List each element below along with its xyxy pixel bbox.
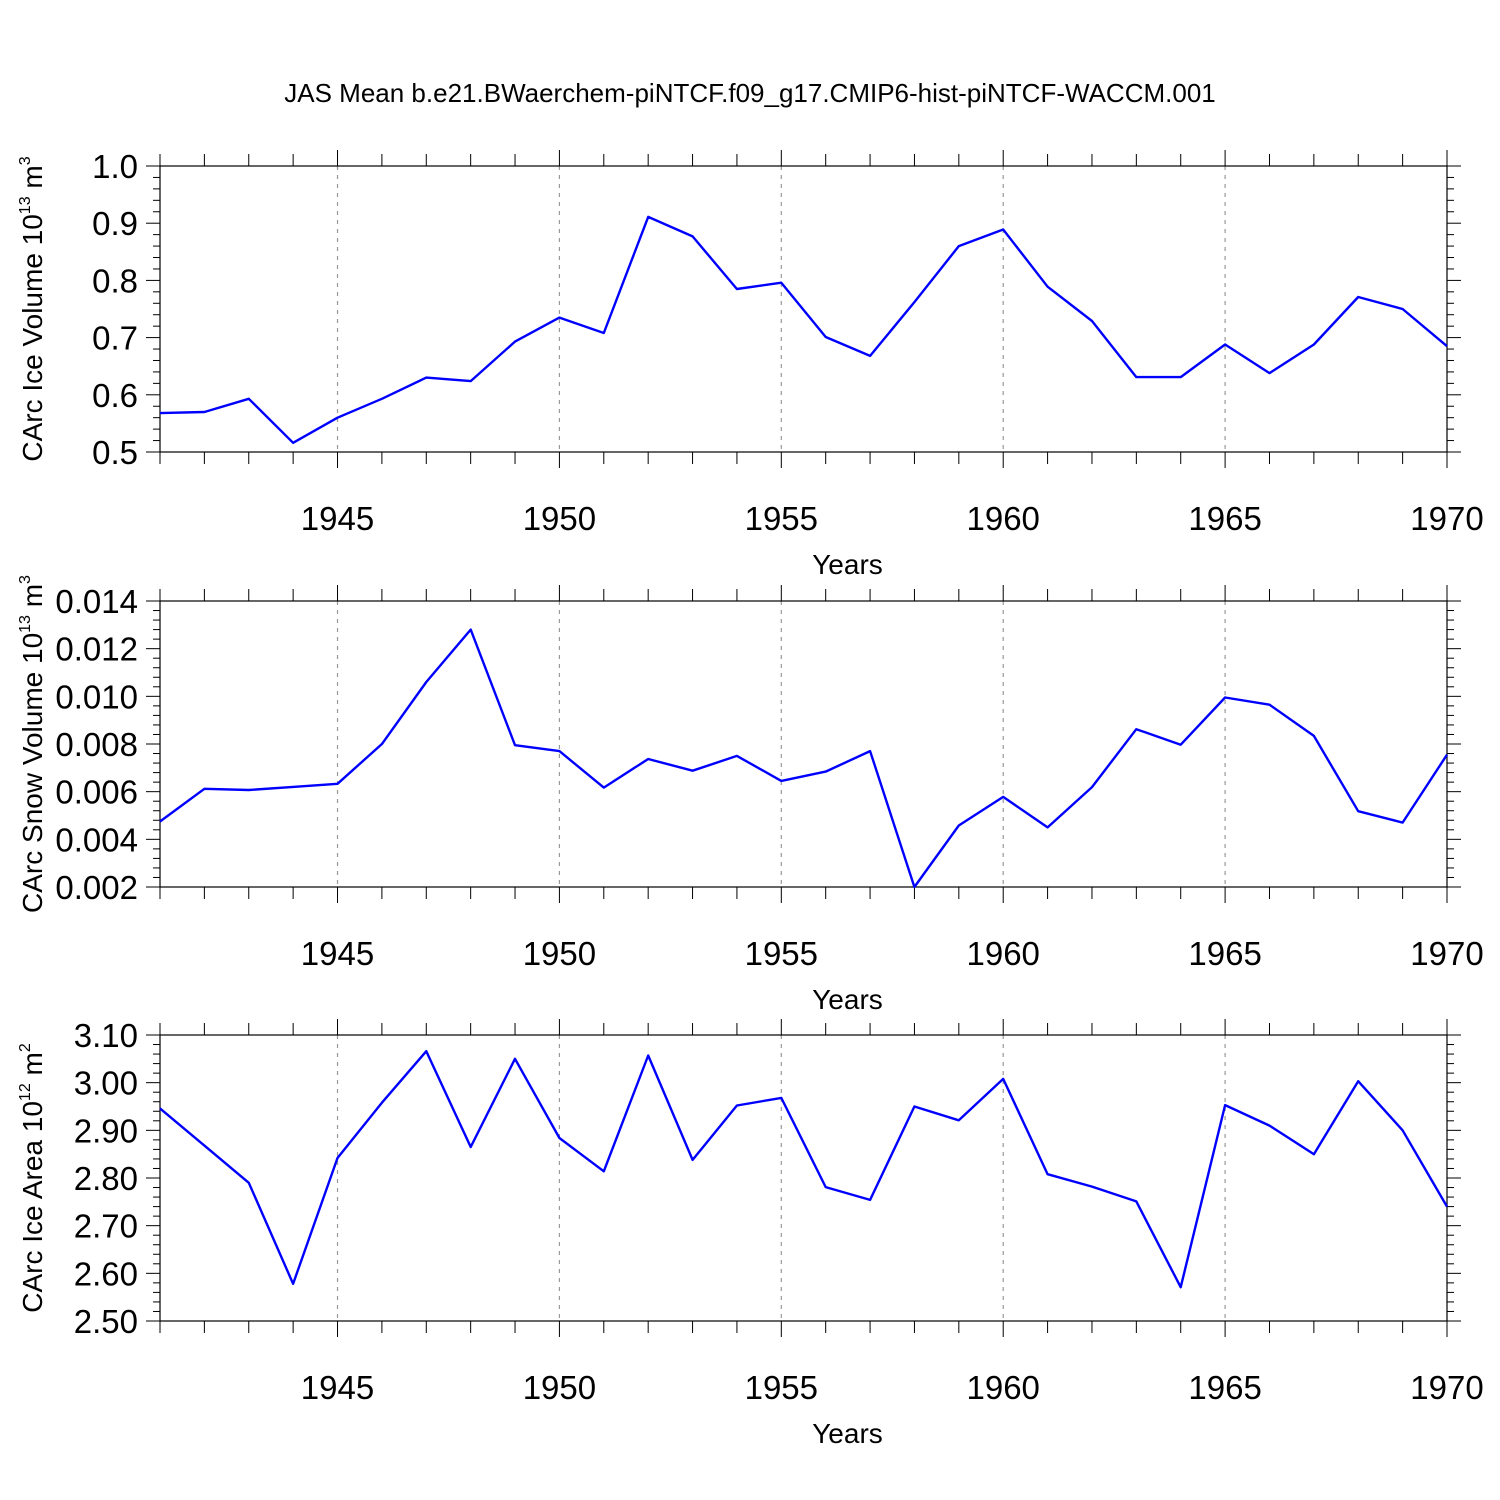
x-tick-label: 1965 (1188, 500, 1261, 537)
y-tick-label: 0.006 (55, 774, 138, 811)
x-axis-label: Years (812, 549, 883, 580)
y-tick-label: 2.60 (74, 1255, 138, 1292)
y-axis-label: CArc Ice Volume 1013 m3 (17, 156, 48, 461)
x-tick-label: 1945 (301, 1369, 374, 1406)
plot-frame (159, 165, 1448, 453)
x-tick-label: 1955 (745, 935, 818, 972)
panels: 0.5 0.6 0.7 0.8 0.9 1.0 1945 1950 1955 1960 1965 19… (17, 148, 1484, 1449)
y-tick-label: 0.6 (92, 377, 138, 414)
chart-panel-1: 0.5 0.6 0.7 0.8 0.9 1.0 1945 1950 1955 1960 1965 19… (17, 148, 1484, 580)
y-tick-label: 0.014 (55, 583, 138, 620)
series-line (159, 1050, 1449, 1289)
x-tick-label: 1945 (301, 500, 374, 537)
x-tick-label: 1955 (745, 500, 818, 537)
y-tick-label: 3.00 (74, 1065, 138, 1102)
series-line (159, 628, 1449, 889)
x-axis-label: Years (812, 984, 883, 1015)
x-tick-label: 1950 (523, 1369, 596, 1406)
y-tick-label: 1.0 (92, 148, 138, 185)
y-tick-label: 0.002 (55, 869, 138, 906)
x-tick-label: 1955 (745, 1369, 818, 1406)
y-tick-label: 2.90 (74, 1112, 138, 1149)
x-tick-label: 1960 (966, 1369, 1039, 1406)
x-tick-label: 1960 (966, 500, 1039, 537)
x-tick-label: 1965 (1188, 935, 1261, 972)
x-tick-label: 1965 (1188, 1369, 1261, 1406)
y-tick-label: 0.9 (92, 205, 138, 242)
x-tick-label: 1950 (523, 500, 596, 537)
y-tick-label: 0.010 (55, 678, 138, 715)
chart-title: JAS Mean b.e21.BWaerchem-piNTCF.f09_g17.… (284, 78, 1215, 108)
x-tick-label: 1970 (1410, 1369, 1483, 1406)
chart-panel-2: 0.002 0.004 0.006 0.008 0.010 0.012 0.014 1945 1… (17, 575, 1484, 1015)
y-tick-label: 0.7 (92, 320, 138, 357)
y-tick-label: 0.008 (55, 726, 138, 763)
y-tick-label: 0.8 (92, 262, 138, 299)
series-line (159, 215, 1448, 444)
x-tick-label: 1950 (523, 935, 596, 972)
x-tick-label: 1970 (1410, 500, 1483, 537)
y-tick-label: 2.70 (74, 1208, 138, 1245)
x-tick-label: 1960 (966, 935, 1039, 972)
y-tick-label: 3.10 (74, 1017, 138, 1054)
plot-frame (159, 600, 1448, 888)
y-tick-label: 0.012 (55, 631, 138, 668)
y-axis-label: CArc Ice Area 1012 m2 (17, 1043, 48, 1313)
x-tick-label: 1945 (301, 935, 374, 972)
x-axis-label: Years (812, 1418, 883, 1449)
plot-frame (159, 1034, 1448, 1322)
y-tick-label: 0.5 (92, 434, 138, 471)
y-axis-label: CArc Snow Volume 1013 m3 (17, 575, 48, 913)
chart-panel-3: 2.50 2.60 2.70 2.80 2.90 3.00 3.10 1945 1950 1955… (17, 1017, 1484, 1449)
x-tick-label: 1970 (1410, 935, 1483, 972)
y-tick-label: 0.004 (55, 821, 138, 858)
y-tick-label: 2.50 (74, 1303, 138, 1340)
y-tick-label: 2.80 (74, 1160, 138, 1197)
